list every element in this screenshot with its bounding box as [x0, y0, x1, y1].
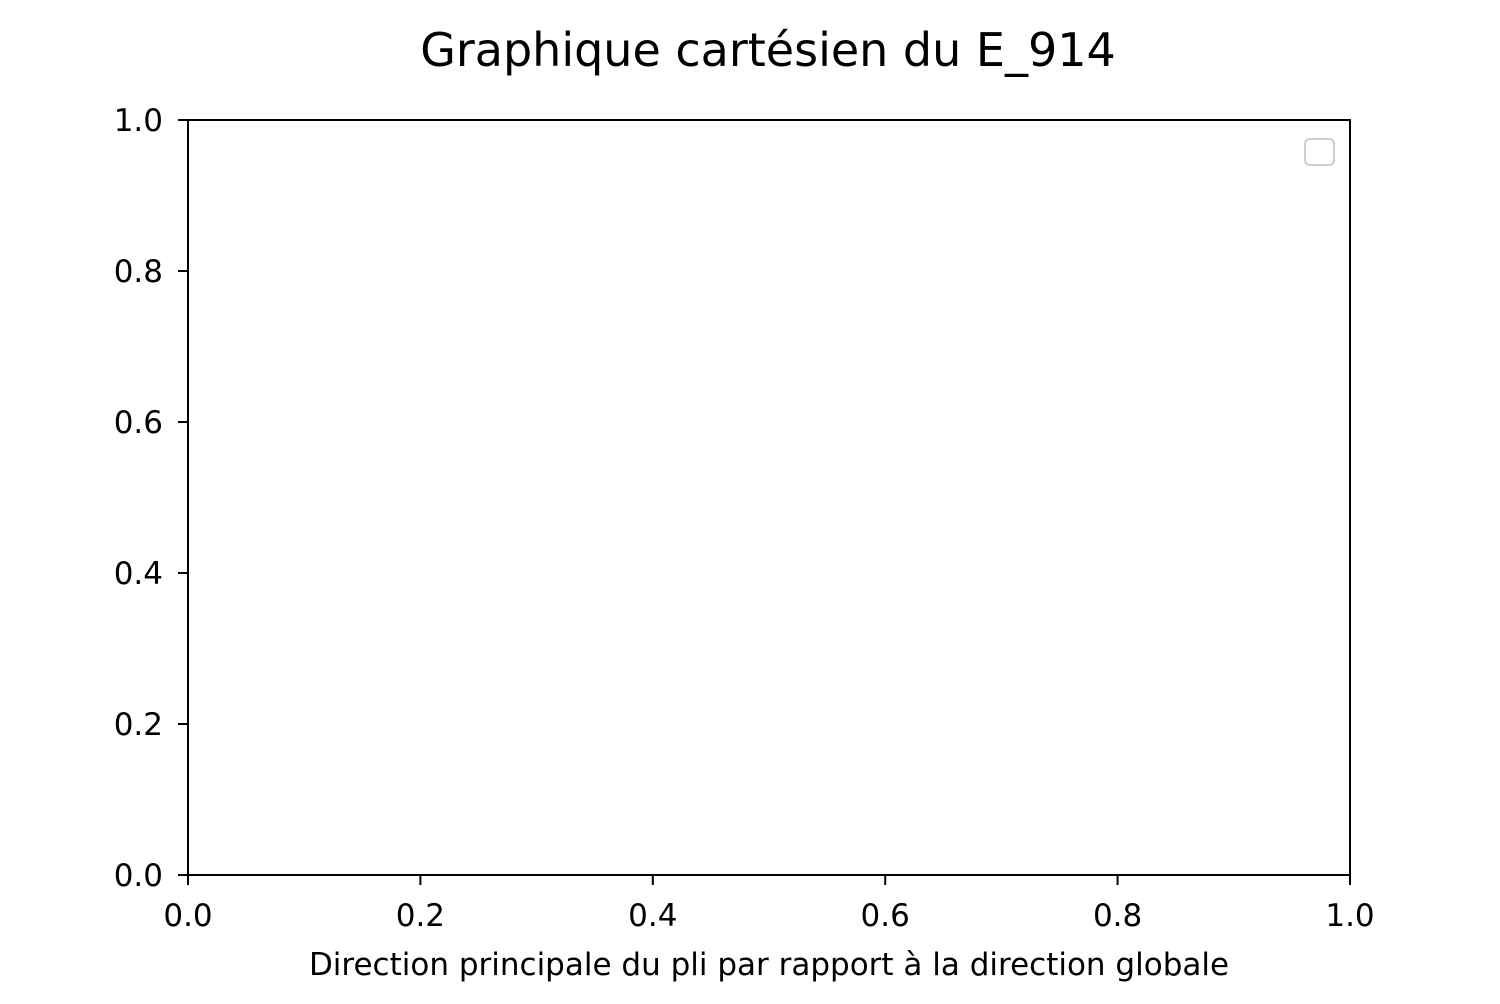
x-axis-ticks: 0.0 0.2 0.4 0.6 0.8 1.0: [163, 875, 1375, 934]
x-tick-label: 0.0: [163, 898, 212, 934]
y-tick-label: 0.2: [114, 707, 163, 743]
legend: [1304, 138, 1335, 166]
chart-title: Graphique cartésien du E_914: [420, 23, 1116, 77]
x-tick-label: 0.4: [628, 898, 677, 934]
legend-box: [1304, 138, 1335, 166]
x-tick-label: 1.0: [1325, 898, 1374, 934]
plot-area: [187, 119, 1351, 876]
y-axis-ticks: 0.0 0.2 0.4 0.6 0.8 1.0: [114, 103, 188, 894]
y-tick-label: 1.0: [114, 103, 163, 139]
y-tick-label: 0.4: [114, 556, 163, 592]
x-tick-label: 0.8: [1093, 898, 1142, 934]
x-tick-label: 0.2: [396, 898, 445, 934]
y-tick-label: 0.8: [114, 254, 163, 290]
y-tick-label: 0.6: [114, 405, 163, 441]
y-tick-label: 0.0: [114, 858, 163, 894]
x-axis-label: Direction principale du pli par rapport …: [309, 947, 1229, 983]
x-tick-label: 0.6: [861, 898, 910, 934]
